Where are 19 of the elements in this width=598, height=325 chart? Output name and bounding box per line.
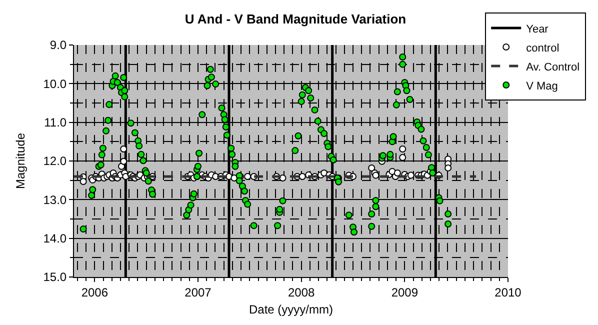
- y-tick-label: 10.0: [43, 76, 67, 91]
- x-axis-title: Date (yyyy/mm): [249, 302, 334, 316]
- x-tick-label: 2006: [81, 285, 108, 300]
- y-tick-label: 9.0: [50, 38, 67, 52]
- x-tick-label: 2007: [184, 285, 212, 300]
- x-tick-label: 2010: [494, 285, 522, 300]
- legend-label: V Mag: [526, 80, 558, 92]
- legend-label: Av. Control: [526, 61, 580, 74]
- y-tick-label: 11.0: [44, 116, 67, 130]
- chart-title: U And - V Band Magnitude Variation: [184, 12, 406, 27]
- y-tick-label: 13.0: [43, 192, 67, 207]
- y-tick-label: 12.0: [43, 154, 67, 168]
- x-tick-label: 2009: [391, 285, 418, 300]
- y-axis-title: Magnitude: [14, 132, 28, 190]
- legend-label: Year: [526, 23, 549, 36]
- y-tick-label: 15.0: [43, 270, 67, 284]
- legend-label: control: [526, 42, 560, 54]
- x-tick-label: 2008: [288, 285, 315, 300]
- y-tick-label: 14.0: [43, 232, 67, 246]
